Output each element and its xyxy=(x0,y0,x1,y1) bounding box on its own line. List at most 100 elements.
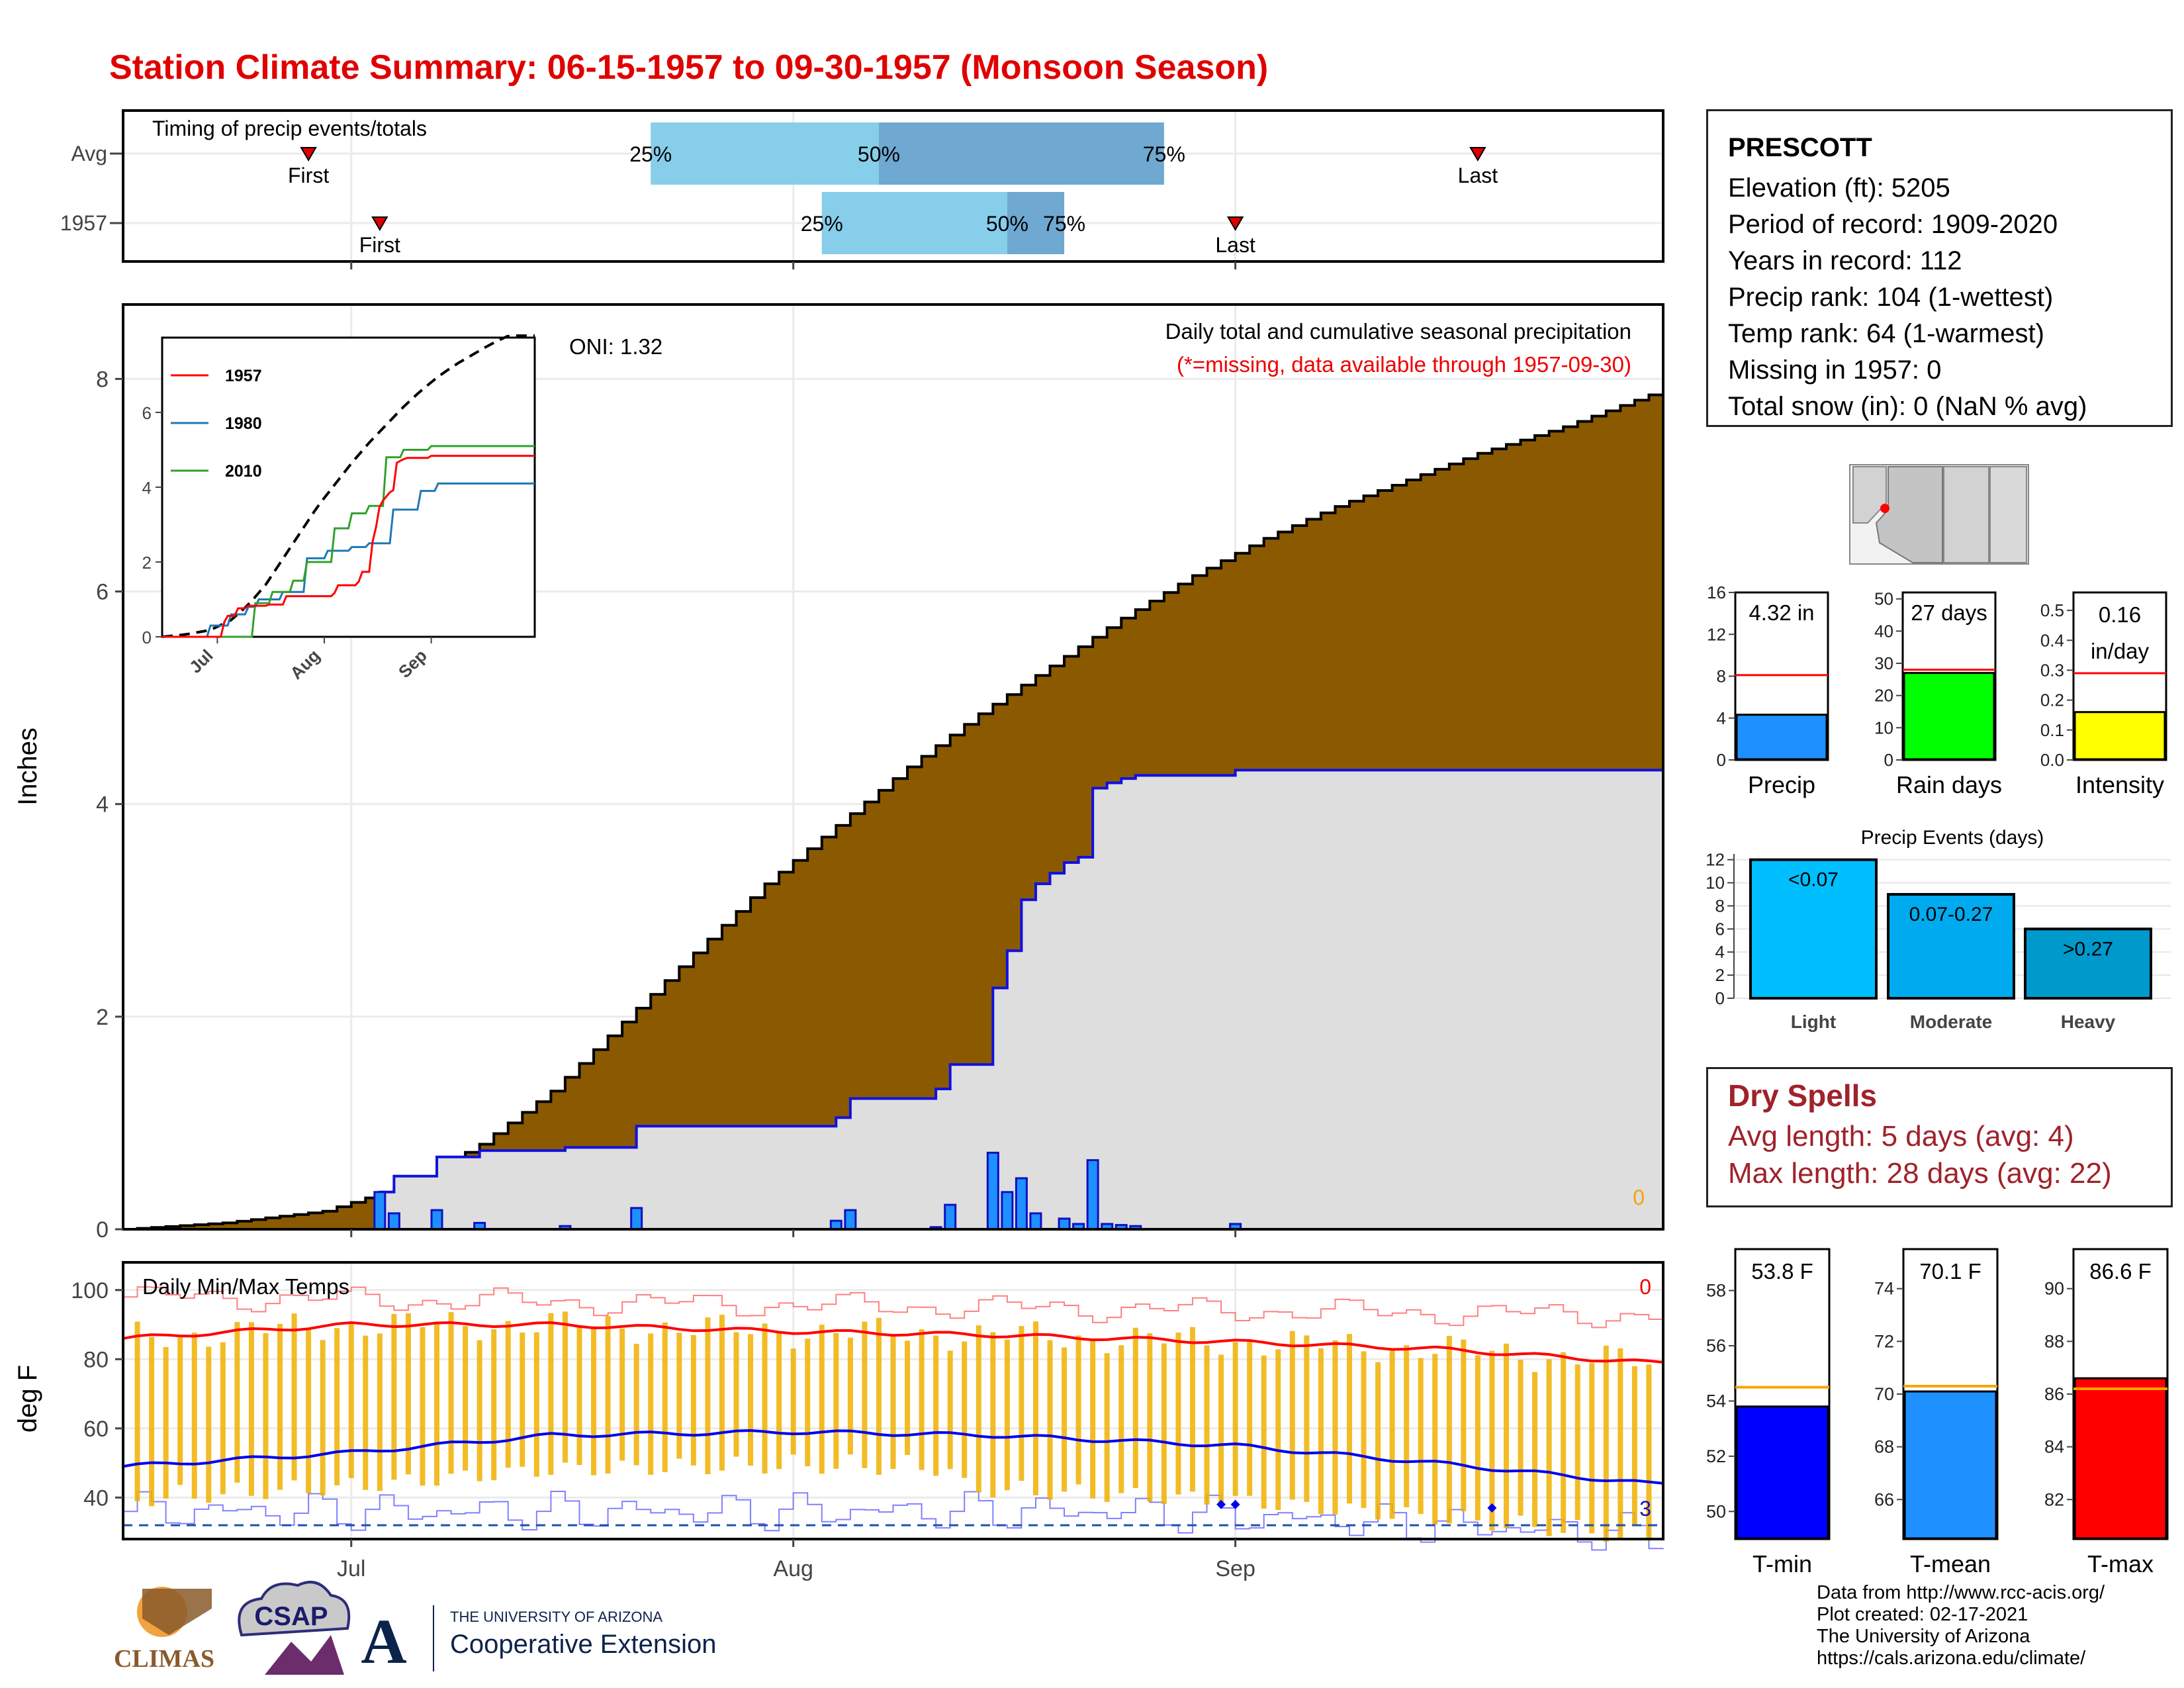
daily-temp-bar xyxy=(1589,1363,1595,1534)
record-min-marker xyxy=(1216,1499,1226,1509)
mini-bar-label: Precip xyxy=(1748,771,1815,798)
csap-logo-text: CSAP xyxy=(254,1602,328,1631)
mini-bar-ytick-label: 0.0 xyxy=(2040,750,2064,770)
daily-temp-bar xyxy=(348,1322,354,1478)
daily-temp-bar xyxy=(633,1344,639,1466)
station-years: Years in record: 112 xyxy=(1728,246,1962,275)
temp-panel-title: Daily Min/Max Temps xyxy=(142,1274,349,1299)
daily-temp-bar xyxy=(1075,1335,1081,1485)
daily-temp-bar xyxy=(463,1326,469,1471)
daily-temp-bar xyxy=(1232,1342,1238,1496)
events-bar xyxy=(1887,893,2015,1000)
mini-bar-value: 27 days xyxy=(1911,600,1987,625)
daily-temp-bar xyxy=(1247,1341,1253,1496)
daily-precip-bar xyxy=(373,1191,387,1231)
events-bar xyxy=(1749,858,1878,1000)
events-bar-label: <0.07 xyxy=(1788,869,1839,891)
daily-temp-bar xyxy=(790,1348,796,1455)
daily-temp-bar xyxy=(690,1335,696,1466)
record-low-count: 3 xyxy=(1639,1497,1651,1521)
mini-bar-ytick-label: 16 xyxy=(1707,583,1726,602)
mini-bar-ytick-label: 8 xyxy=(1717,667,1726,686)
daily-temp-bar xyxy=(1361,1351,1367,1509)
mini-bar xyxy=(1735,714,1828,761)
mini-bar-ytick-label: 0.1 xyxy=(2040,720,2064,740)
mini-bar-ytick-label: 50 xyxy=(1874,589,1893,609)
daily-temp-bar xyxy=(191,1333,197,1499)
daily-temp-bar xyxy=(1389,1349,1395,1519)
record-max-line xyxy=(123,1286,1664,1329)
daily-temp-bar xyxy=(976,1325,981,1493)
daily-precip-bar xyxy=(1001,1191,1014,1231)
inset-ytick-label: 4 xyxy=(142,478,152,498)
temp-bar xyxy=(1903,1390,1997,1540)
daily-precip-bar xyxy=(1029,1212,1042,1231)
last-marker xyxy=(1226,216,1244,231)
daily-temp-bar xyxy=(562,1311,568,1463)
month-xtick-label: Aug xyxy=(773,1556,813,1581)
daily-temp-bar xyxy=(733,1332,739,1457)
daily-temp-bar xyxy=(1175,1333,1181,1495)
daily-temp-bar xyxy=(1218,1354,1224,1507)
daily-precip-bar xyxy=(1015,1177,1028,1231)
daily-temp-bar xyxy=(234,1322,240,1483)
daily-temp-bar xyxy=(1346,1334,1352,1504)
month-xtick-label: Jul xyxy=(337,1556,365,1581)
events-title: Precip Events (days) xyxy=(1861,827,2044,849)
daily-precip-bar xyxy=(387,1212,400,1231)
mini-bar-ytick-label: 12 xyxy=(1707,624,1726,644)
daily-temp-bar xyxy=(762,1323,768,1474)
mini-bar-ytick-label: 40 xyxy=(1874,621,1893,641)
temp-bar-ytick-label: 82 xyxy=(2044,1489,2064,1509)
daily-temp-bar xyxy=(263,1333,269,1499)
daily-temp-bar xyxy=(1546,1359,1552,1536)
daily-temp-bar xyxy=(819,1325,825,1474)
temp-ytick-label: 40 xyxy=(83,1485,109,1511)
inset-legend-label: 1980 xyxy=(225,414,262,433)
mini-bar-value: 4.32 in xyxy=(1749,600,1814,625)
daily-temp-bar xyxy=(576,1327,582,1466)
avg-max-line xyxy=(122,1321,1664,1364)
credit-university: The University of Arizona xyxy=(1817,1626,2030,1647)
mini-bar-label: Intensity xyxy=(2075,771,2164,798)
daily-temp-bar xyxy=(1503,1343,1509,1528)
mini-bar-ytick-label: 0.2 xyxy=(2040,690,2064,710)
station-location-marker xyxy=(1880,504,1889,513)
daily-temp-bar xyxy=(1062,1347,1068,1492)
daily-temp-bar xyxy=(491,1329,497,1481)
daily-temp-bar xyxy=(1631,1366,1637,1524)
daily-temp-bar xyxy=(1561,1352,1567,1533)
daily-temp-bar xyxy=(919,1329,925,1470)
dry-spells-title: Dry Spells xyxy=(1728,1078,1877,1113)
inset-ytick-label: 6 xyxy=(142,403,152,423)
inset-panel xyxy=(161,336,536,638)
temp-bar xyxy=(2073,1377,2167,1540)
temp-bar-ytick-label: 66 xyxy=(1874,1489,1894,1509)
daily-temp-bar xyxy=(1275,1349,1281,1511)
daily-temp-bar xyxy=(1532,1372,1538,1527)
temp-bar-ytick-label: 68 xyxy=(1874,1437,1894,1457)
events-bar xyxy=(2024,927,2152,1000)
daily-temp-bar xyxy=(391,1313,397,1480)
oni-label: ONI: 1.32 xyxy=(569,334,662,359)
inset-ytick-label: 0 xyxy=(142,628,152,647)
temp-bar-ytick-label: 70 xyxy=(1874,1384,1894,1404)
daily-temp-bar xyxy=(1617,1348,1623,1538)
precip-ytick-label: 0 xyxy=(96,1217,109,1243)
logo-ua: A THE UNIVERSITY OF ARIZONA Cooperative Ex… xyxy=(361,1605,716,1677)
temp-bar-label: T-max xyxy=(2087,1550,2154,1577)
mini-bar-ytick-label: 0 xyxy=(1884,750,1893,770)
temp-ytick-label: 60 xyxy=(83,1417,109,1442)
daily-temp-bar xyxy=(1118,1345,1124,1493)
station-precip-rank: Precip rank: 104 (1-wettest) xyxy=(1728,283,2054,312)
mini-bar xyxy=(1903,672,1995,761)
daily-precip-bar xyxy=(1086,1159,1099,1231)
mini-bar-ytick-label: 0.4 xyxy=(2040,630,2064,650)
precip-panel-border xyxy=(122,303,1664,1231)
timing-p75-label: 75% xyxy=(1143,142,1185,166)
daily-temp-bar xyxy=(962,1341,968,1478)
credits: Data from http://www.rcc-acis.org/ Plot … xyxy=(1817,1582,2105,1669)
record-min-marker xyxy=(1230,1499,1240,1509)
timing-p50-label: 50% xyxy=(858,142,900,166)
